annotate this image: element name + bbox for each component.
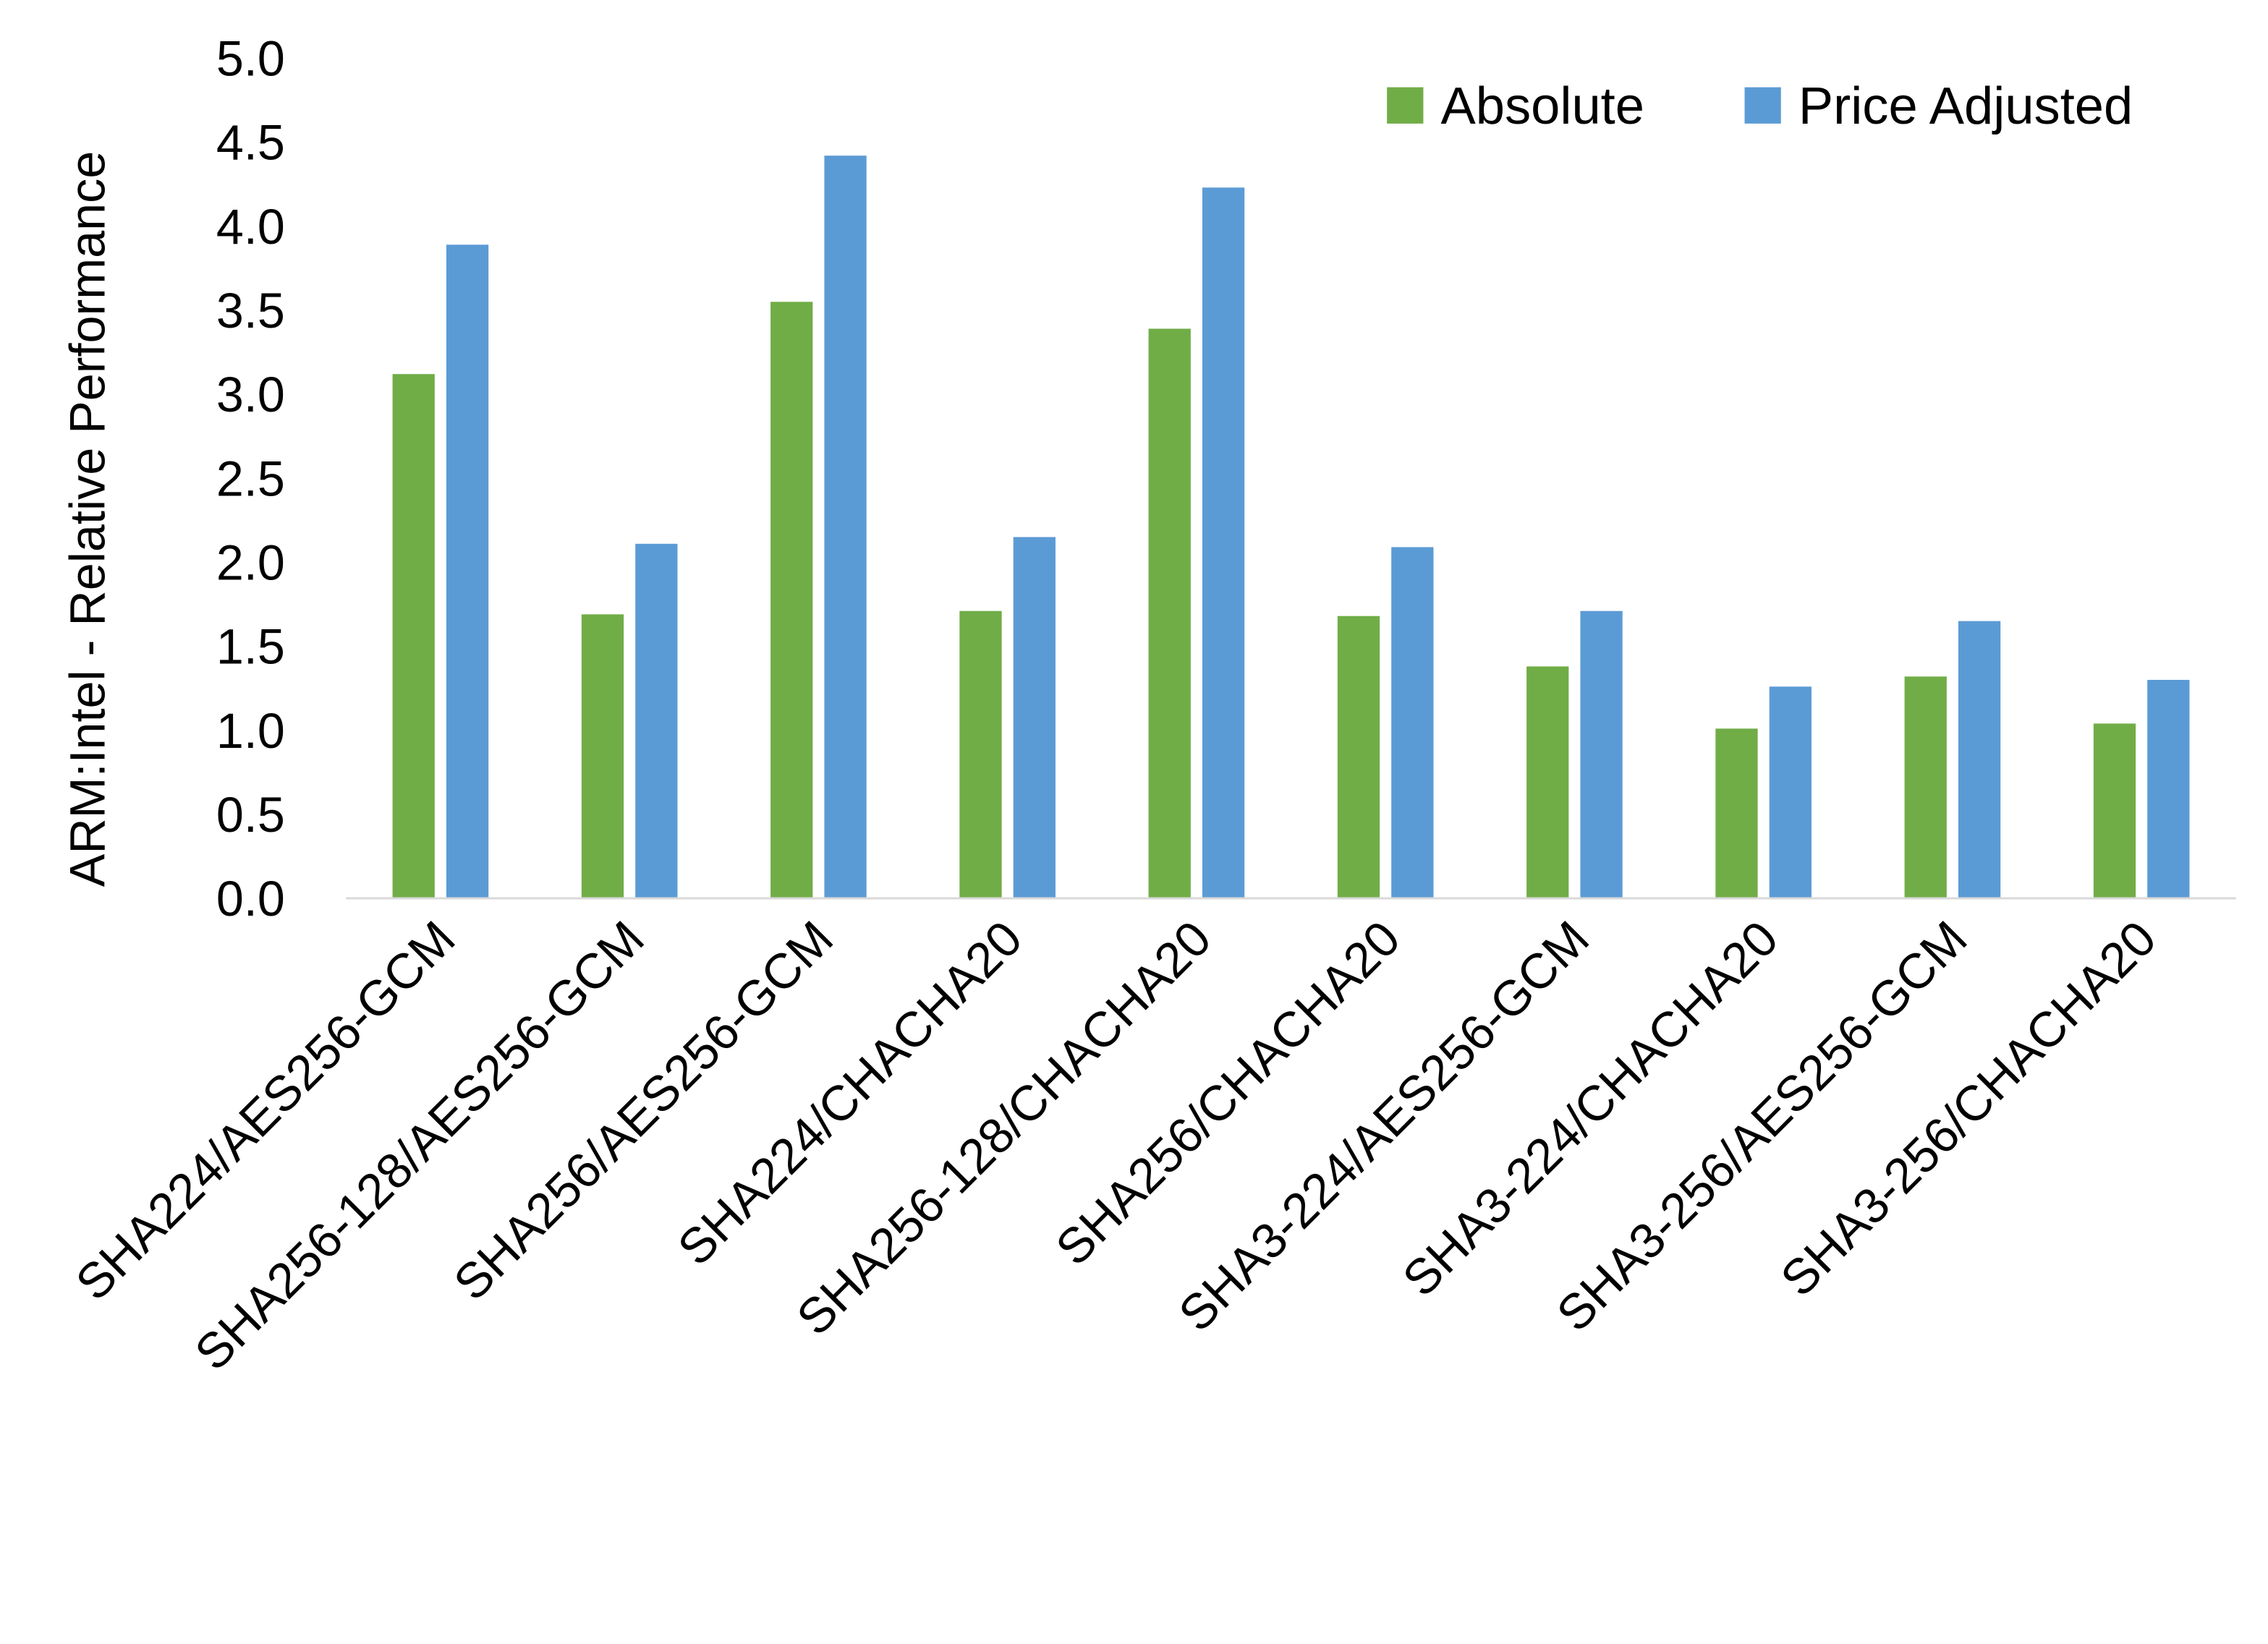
legend-swatch <box>1387 87 1424 124</box>
bar-absolute <box>581 614 624 899</box>
y-tick-label: 4.5 <box>216 116 285 171</box>
bar-price-adjusted <box>824 156 867 899</box>
bar-absolute <box>392 374 435 899</box>
bar-absolute <box>959 610 1002 899</box>
y-tick-label: 1.0 <box>216 704 285 759</box>
bar-price-adjusted <box>446 244 489 899</box>
bar-price-adjusted <box>1202 187 1245 899</box>
y-tick-label: 2.0 <box>216 535 285 590</box>
bar-absolute <box>1904 676 1947 899</box>
x-tick-label: SHA3-224/CHACHA20 <box>1393 911 1789 1307</box>
bar-price-adjusted <box>635 543 678 899</box>
y-tick-label: 5.0 <box>216 32 285 87</box>
y-tick-label: 0.5 <box>216 788 285 843</box>
bar-price-adjusted <box>1580 610 1623 899</box>
y-axis-label: ARM:Intel - Relative Performance <box>61 151 116 887</box>
bar-absolute <box>2093 723 2136 899</box>
x-tick-label: SHA224/CHACHA20 <box>668 911 1033 1276</box>
x-tick-label: SHA224/AES256-GCM <box>66 911 466 1311</box>
y-tick-label: 3.0 <box>216 367 285 422</box>
y-tick-label: 1.5 <box>216 620 285 675</box>
bar-price-adjusted <box>1013 537 1056 899</box>
bar-absolute <box>1148 328 1191 899</box>
legend-label: Price Adjusted <box>1798 77 2133 135</box>
bar-absolute <box>770 302 813 899</box>
bar-absolute <box>1715 728 1758 899</box>
legend-label: Absolute <box>1441 77 1644 135</box>
y-tick-label: 4.0 <box>216 200 285 255</box>
x-tick-label: SHA3-256/CHACHA20 <box>1770 911 2167 1307</box>
bar-absolute <box>1337 616 1380 899</box>
y-tick-label: 2.5 <box>216 451 285 506</box>
y-tick-label: 3.5 <box>216 284 285 338</box>
bar-absolute <box>1526 666 1569 899</box>
bar-price-adjusted <box>1391 547 1434 899</box>
bar-price-adjusted <box>1769 686 1812 899</box>
x-tick-label: SHA256/CHACHA20 <box>1045 911 1411 1276</box>
x-tick-label: SHA256/AES256-GCM <box>443 911 844 1311</box>
bar-price-adjusted <box>2147 679 2190 899</box>
bar-price-adjusted <box>1958 621 2001 899</box>
y-tick-label: 0.0 <box>216 872 285 927</box>
legend-swatch <box>1744 87 1781 124</box>
